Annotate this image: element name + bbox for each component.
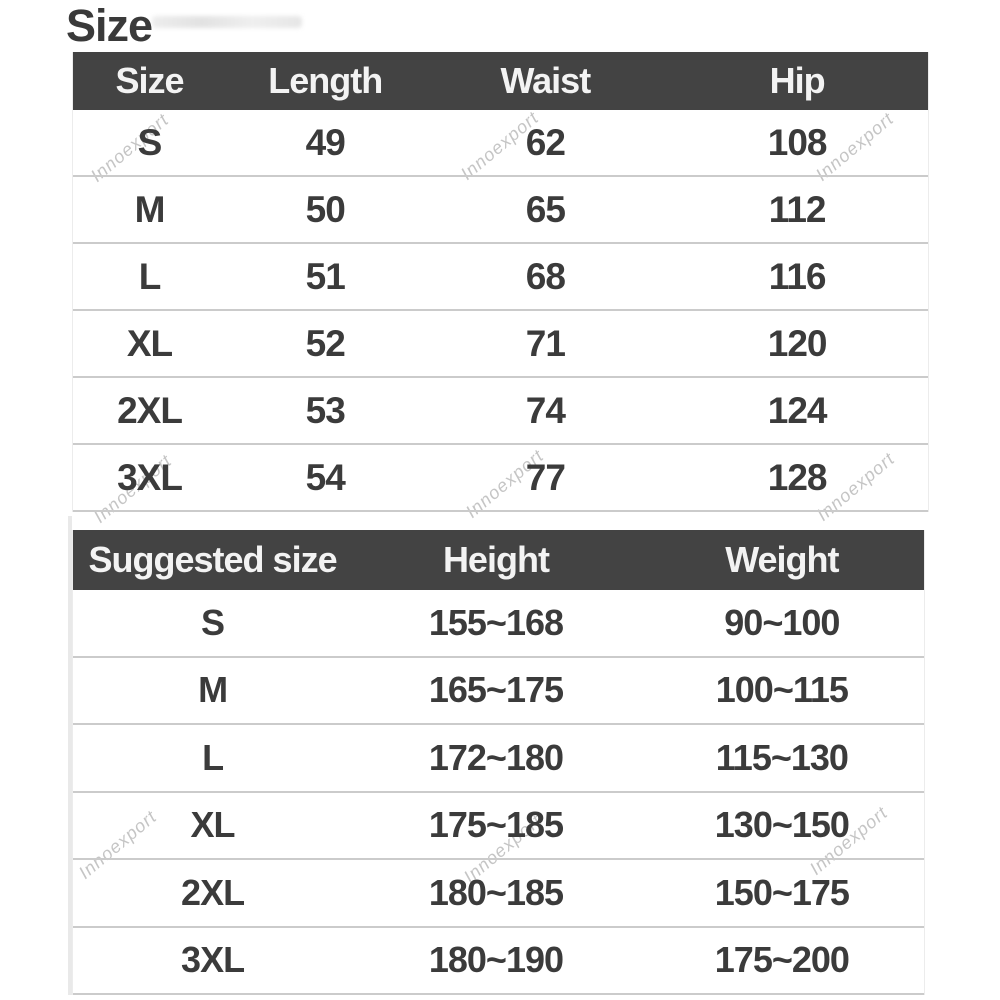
height-cell: 165~175: [428, 669, 564, 711]
size-cell: M: [134, 188, 166, 230]
size-column-header: Size: [115, 60, 184, 101]
size-cell: XL: [126, 322, 173, 364]
length-cell: 54: [305, 456, 346, 498]
hip-column-header: Hip: [769, 60, 826, 101]
suggested-size-cell: L: [202, 736, 224, 778]
length-cell: 53: [305, 389, 346, 431]
hip-cell: 128: [767, 456, 828, 498]
suggested-table-header-row: Suggested size Height Weight: [73, 530, 924, 590]
size-measurements-table: Size Length Waist Hip S 49 62 108 M 50 6…: [72, 52, 929, 512]
waist-cell: 74: [525, 389, 566, 431]
suggested-size-table: Suggested size Height Weight S 155~168 9…: [72, 530, 925, 995]
height-cell: 180~190: [428, 939, 564, 981]
table-row: S 49 62 108: [73, 110, 928, 177]
table-row: 3XL 180~190 175~200: [73, 928, 924, 995]
table-row: S 155~168 90~100: [73, 590, 924, 658]
hip-cell: 116: [768, 255, 827, 297]
length-cell: 49: [305, 121, 346, 163]
weight-cell: 90~100: [724, 601, 840, 643]
page-title: Size: [66, 0, 153, 51]
size-cell: S: [137, 121, 163, 163]
suggested-size-cell: 2XL: [181, 871, 245, 913]
hip-cell: 120: [767, 322, 828, 364]
height-cell: 175~185: [428, 804, 564, 846]
suggested-size-cell: S: [201, 601, 225, 643]
size-cell: 2XL: [117, 389, 183, 431]
waist-cell: 68: [525, 255, 566, 297]
weight-cell: 130~150: [714, 804, 850, 846]
hip-cell: 108: [767, 121, 828, 163]
waist-cell: 71: [525, 322, 566, 364]
weight-cell: 115~130: [715, 736, 849, 778]
waist-cell: 62: [525, 121, 566, 163]
length-column-header: Length: [268, 60, 383, 101]
suggested-size-cell: 3XL: [181, 939, 245, 981]
height-cell: 155~168: [428, 601, 564, 643]
length-cell: 50: [305, 188, 346, 230]
hip-cell: 124: [767, 389, 828, 431]
size-table-header-row: Size Length Waist Hip: [73, 52, 928, 110]
height-column-header: Height: [442, 539, 550, 580]
length-cell: 52: [305, 322, 346, 364]
height-cell: 172~180: [428, 736, 564, 778]
suggested-size-cell: M: [198, 669, 228, 711]
length-cell: 51: [305, 255, 346, 297]
size-cell: L: [138, 255, 162, 297]
table-row: XL 52 71 120: [73, 311, 928, 378]
waist-column-header: Waist: [500, 60, 592, 101]
suggested-size-cell: XL: [190, 804, 236, 846]
table-row: M 165~175 100~115: [73, 658, 924, 725]
waist-cell: 77: [525, 456, 566, 498]
table-row: L 51 68 116: [73, 244, 928, 311]
height-cell: 180~185: [428, 871, 564, 913]
table-row: 2XL 53 74 124: [73, 378, 928, 445]
weight-cell: 100~115: [715, 669, 849, 711]
table-row: M 50 65 112: [73, 177, 928, 244]
table-row: 2XL 180~185 150~175: [73, 860, 924, 928]
hip-cell: 112: [768, 188, 827, 230]
suggested-size-column-header: Suggested size: [88, 539, 338, 580]
weight-cell: 175~200: [714, 939, 850, 981]
size-cell: 3XL: [117, 456, 183, 498]
table-row: XL 175~185 130~150: [73, 793, 924, 860]
table-row: L 172~180 115~130: [73, 725, 924, 793]
waist-cell: 65: [525, 188, 566, 230]
weight-cell: 150~175: [714, 871, 850, 913]
table-row: 3XL 54 77 128: [73, 445, 928, 512]
table-left-edge-shadow: [68, 516, 72, 995]
weight-column-header: Weight: [725, 539, 839, 580]
faded-watermark-smudge: [152, 16, 302, 28]
